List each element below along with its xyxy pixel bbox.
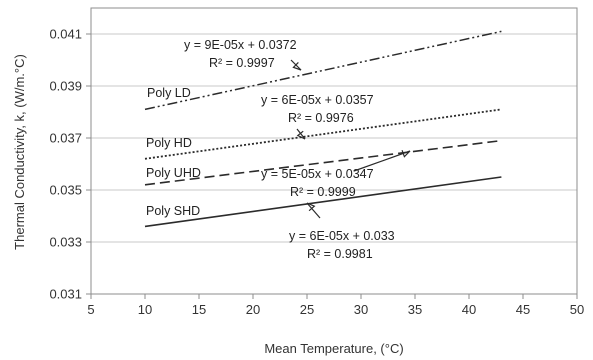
- r-squared-poly-uhd: R² = 0.9999: [290, 185, 356, 199]
- pointer-arrow-poly-shd: [306, 202, 321, 219]
- x-tick-label: 40: [462, 302, 476, 317]
- x-axis-label: Mean Temperature, (°C): [264, 341, 403, 356]
- pointer-arrowhead-poly-hd: [296, 130, 306, 140]
- r-squared-poly-shd: R² = 0.9981: [307, 247, 373, 261]
- x-tick-label: 10: [138, 302, 152, 317]
- y-tick-label: 0.039: [49, 79, 82, 94]
- x-tick-label: 15: [192, 302, 206, 317]
- annotations: Poly LD y = 9E-05x + 0.0372 R² = 0.9997 Pol…: [146, 38, 411, 261]
- pointer-arrowhead-poly-shd: [306, 202, 316, 212]
- y-tick-label: 0.035: [49, 183, 82, 198]
- trend-equation-poly-ld: y = 9E-05x + 0.0372: [184, 38, 297, 52]
- x-tick-label: 25: [300, 302, 314, 317]
- pointer-arrow-poly-uhd: [353, 150, 411, 172]
- series-lines: [144, 30, 502, 228]
- series-line-poly-ld: [144, 30, 502, 111]
- series-line-poly-shd: [144, 176, 502, 228]
- x-tick-label: 45: [516, 302, 530, 317]
- y-tick-label: 0.031: [49, 287, 82, 302]
- y-tick-label: 0.033: [49, 235, 82, 250]
- series-name-poly-shd: Poly SHD: [146, 204, 200, 218]
- trend-equation-poly-hd: y = 6E-05x + 0.0357: [261, 93, 374, 107]
- r-squared-poly-hd: R² = 0.9976: [288, 111, 354, 125]
- pointer-arrowhead-poly-uhd: [401, 149, 411, 158]
- y-axis-ticks: 0.031 0.033 0.035 0.037 0.039 0.041: [49, 27, 91, 302]
- y-axis-label: Thermal Conductivity, k, (W/m.°C): [12, 54, 27, 250]
- trend-equation-poly-shd: y = 6E-05x + 0.033: [289, 229, 395, 243]
- x-tick-label: 50: [570, 302, 584, 317]
- x-tick-label: 5: [87, 302, 94, 317]
- r-squared-poly-ld: R² = 0.9997: [209, 56, 275, 70]
- x-tick-label: 35: [408, 302, 422, 317]
- trend-equation-poly-uhd: y = 5E-05x + 0.0347: [261, 167, 374, 181]
- series-name-poly-ld: Poly LD: [147, 86, 191, 100]
- x-tick-label: 30: [354, 302, 368, 317]
- gridlines: [91, 33, 577, 243]
- y-tick-label: 0.041: [49, 27, 82, 42]
- series-name-poly-hd: Poly HD: [146, 136, 192, 150]
- pointer-arrowhead-poly-ld: [292, 62, 302, 71]
- series-name-poly-uhd: Poly UHD: [146, 166, 201, 180]
- x-tick-label: 20: [246, 302, 260, 317]
- y-tick-label: 0.037: [49, 131, 82, 146]
- x-axis-ticks: 5 10 15 20 25 30 35 40 45 50: [87, 294, 584, 317]
- plot-frame: [90, 7, 578, 295]
- pointer-arrow-poly-hd: [296, 128, 306, 140]
